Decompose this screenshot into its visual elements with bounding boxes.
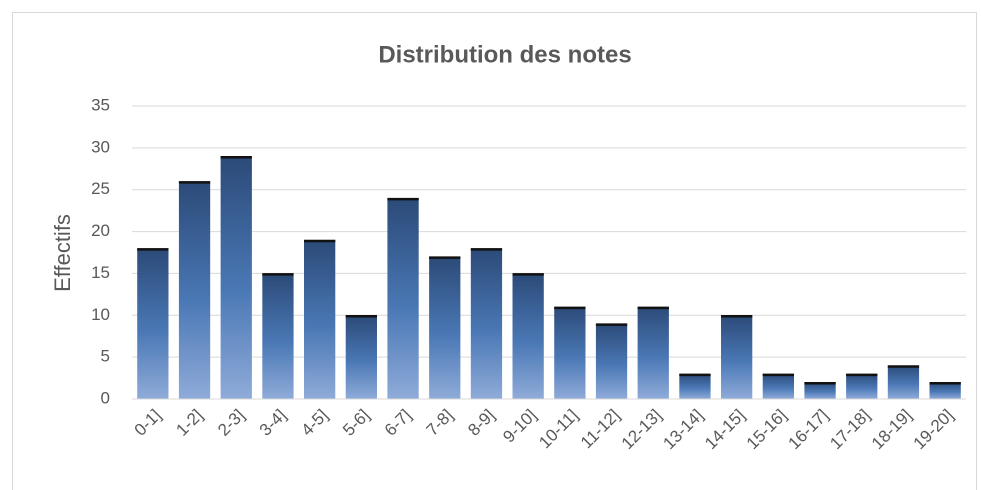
y-tick-label: 35 bbox=[91, 95, 110, 114]
y-tick-label: 0 bbox=[101, 388, 110, 407]
bar bbox=[512, 273, 544, 399]
bar bbox=[887, 365, 920, 399]
bar bbox=[470, 248, 503, 399]
bar bbox=[554, 306, 586, 399]
bar bbox=[679, 373, 711, 399]
bar bbox=[178, 181, 211, 399]
y-tick-label: 15 bbox=[91, 263, 110, 282]
bar bbox=[637, 306, 669, 399]
bar bbox=[137, 248, 169, 399]
y-tick-label: 30 bbox=[91, 137, 110, 156]
chart-title: Distribution des notes bbox=[378, 41, 631, 68]
y-tick-label: 5 bbox=[101, 347, 110, 366]
bar bbox=[220, 156, 252, 399]
bar bbox=[304, 239, 336, 399]
y-tick-label: 10 bbox=[91, 305, 110, 324]
bar bbox=[846, 373, 878, 399]
bar bbox=[721, 315, 753, 399]
bar bbox=[262, 273, 294, 399]
bar bbox=[387, 198, 419, 399]
bar bbox=[762, 373, 794, 399]
y-tick-label: 20 bbox=[91, 221, 110, 240]
y-axis-label: Effectifs bbox=[50, 214, 75, 292]
bar bbox=[929, 382, 961, 399]
bar bbox=[804, 382, 836, 399]
bar bbox=[429, 256, 461, 399]
bar bbox=[345, 315, 377, 399]
y-tick-label: 25 bbox=[91, 179, 110, 198]
bar bbox=[595, 323, 628, 399]
